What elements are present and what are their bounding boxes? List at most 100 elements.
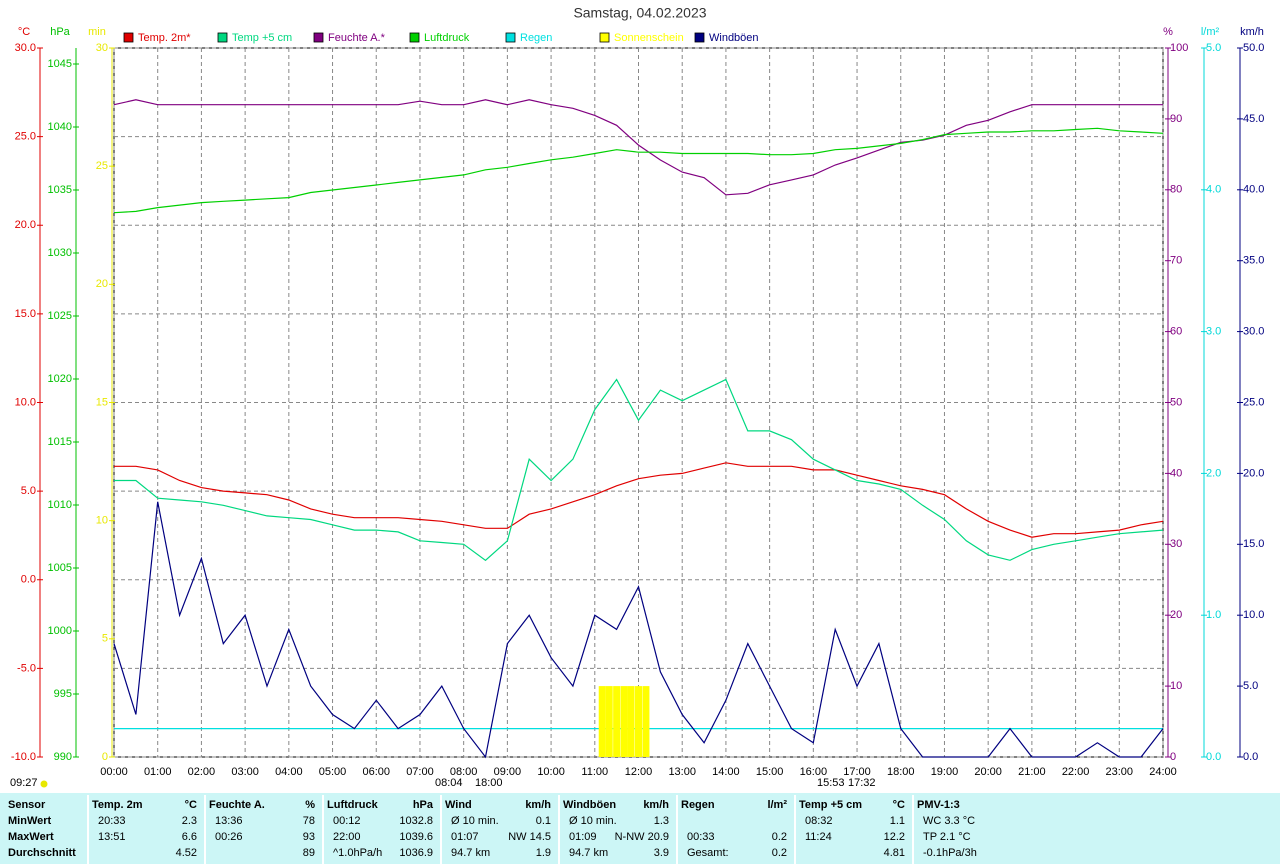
table-header: Feuchte A. — [209, 799, 265, 811]
series-line — [113, 127, 1164, 214]
legend-label: Feuchte A.* — [328, 32, 386, 44]
table-value: 1039.6 — [399, 831, 433, 843]
legend-label: Windböen — [709, 32, 759, 44]
y-tick-label: 1020 — [48, 373, 72, 385]
x-tick-label: 22:00 — [1062, 766, 1090, 778]
y-tick-label: 100 — [1170, 42, 1188, 54]
table-value: 3.9 — [654, 847, 669, 859]
legend-label: Regen — [520, 32, 552, 44]
y-tick-label: 3.0 — [1206, 326, 1221, 338]
table-value: NW 14.5 — [508, 831, 551, 843]
table-cell: 94.7 km — [569, 847, 608, 859]
y-tick-label: 1000 — [48, 625, 72, 637]
y-tick-label: 1.0 — [1206, 609, 1221, 621]
y-tick-label: 50 — [1170, 396, 1182, 408]
time-annotation: 09:27 — [10, 777, 38, 789]
x-tick-label: 11:00 — [581, 766, 608, 778]
series-line — [113, 99, 1163, 196]
table-header: Wind — [445, 799, 472, 811]
y-tick-label: 15 — [96, 396, 108, 408]
y-tick-label: 30.0 — [1243, 326, 1264, 338]
table-unit: °C — [185, 799, 197, 811]
legend-swatch — [505, 32, 516, 43]
x-tick-label: 09:00 — [494, 766, 522, 778]
legend-swatch — [599, 32, 610, 43]
sunshine-bar — [613, 686, 621, 757]
y-tick-label: 990 — [54, 751, 72, 763]
table-value: 6.6 — [182, 831, 197, 843]
table-cell: Durchschnitt — [8, 847, 76, 859]
legend-label: Sonnenschein — [614, 32, 684, 44]
table-value: 12.2 — [884, 831, 905, 843]
y-tick-label: 2.0 — [1206, 467, 1221, 479]
x-tick-label: 21:00 — [1018, 766, 1046, 778]
table-value: 1032.8 — [399, 815, 433, 827]
table-cell: 11:24 — [805, 831, 832, 843]
x-tick-label: 20:00 — [974, 766, 1002, 778]
y-tick-label: 10.0 — [15, 396, 36, 408]
y-tick-label: 4.0 — [1206, 184, 1221, 196]
series-line — [113, 501, 1164, 759]
table-unit: % — [305, 799, 315, 811]
axis-label: hPa — [50, 26, 70, 38]
table-value: 2.3 — [182, 815, 197, 827]
y-tick-label: 1035 — [48, 184, 72, 196]
table-value: 4.52 — [176, 847, 197, 859]
y-tick-label: 80 — [1170, 184, 1182, 196]
table-header: Temp. 2m — [92, 799, 143, 811]
y-tick-label: 5.0 — [1243, 680, 1258, 692]
legend-swatch — [123, 32, 134, 43]
x-tick-label: 01:00 — [144, 766, 172, 778]
y-tick-label: -10.0 — [11, 751, 36, 763]
table-header: PMV-1:3 — [917, 799, 960, 811]
time-annotation: 17:32 — [848, 777, 876, 789]
time-annotation: 18:00 — [475, 777, 503, 789]
table-cell: 13:51 — [98, 831, 126, 843]
legend-swatch — [313, 32, 324, 43]
table-cell: MinWert — [8, 815, 52, 827]
x-tick-label: 03:00 — [231, 766, 259, 778]
table-cell: 00:12 — [333, 815, 361, 827]
x-tick-label: 17:00 — [843, 766, 871, 778]
table-unit: °C — [893, 799, 905, 811]
x-tick-label: 04:00 — [275, 766, 303, 778]
y-tick-label: 15.0 — [1243, 538, 1264, 550]
table-cell: WC 3.3 °C — [923, 815, 975, 827]
table-header: Luftdruck — [327, 799, 379, 811]
table-cell: Ø 10 min. — [451, 815, 499, 827]
y-tick-label: 10 — [1170, 680, 1182, 692]
y-tick-label: 35.0 — [1243, 255, 1264, 267]
table-cell: 01:07 — [451, 831, 479, 843]
table-value: N-NW 20.9 — [615, 831, 669, 843]
table-cell: 00:33 — [687, 831, 715, 843]
x-tick-label: 16:00 — [800, 766, 828, 778]
y-tick-label: 5 — [102, 633, 108, 645]
table-cell: 22:00 — [333, 831, 361, 843]
y-tick-label: 50.0 — [1243, 42, 1264, 54]
legend-swatch — [409, 32, 420, 43]
legend-label: Temp. 2m* — [138, 32, 191, 44]
table-cell: Gesamt: — [687, 847, 729, 859]
y-tick-label: 30 — [96, 42, 108, 54]
y-tick-label: 30 — [1170, 538, 1182, 550]
y-tick-label: 25 — [96, 160, 108, 172]
y-tick-label: 30.0 — [15, 42, 36, 54]
table-cell: -0.1hPa/3h — [923, 847, 977, 859]
y-tick-label: 0 — [102, 751, 108, 763]
x-tick-label: 00:00 — [100, 766, 128, 778]
x-tick-label: 13:00 — [668, 766, 696, 778]
sunshine-bar — [635, 686, 642, 757]
table-value: 1.3 — [654, 815, 669, 827]
x-tick-label: 19:00 — [931, 766, 959, 778]
table-cell: ^1.0hPa/h — [333, 847, 382, 859]
sunshine-bar — [627, 686, 635, 757]
axis-label: °C — [18, 26, 30, 38]
y-tick-label: 5.0 — [21, 485, 36, 497]
sun-icon — [40, 780, 48, 788]
x-tick-label: 05:00 — [319, 766, 347, 778]
legend-label: Temp +5 cm — [232, 32, 292, 44]
sunshine-bar — [642, 686, 650, 757]
x-tick-label: 24:00 — [1149, 766, 1177, 778]
axis-label: min — [88, 26, 106, 38]
y-tick-label: 20.0 — [1243, 467, 1264, 479]
